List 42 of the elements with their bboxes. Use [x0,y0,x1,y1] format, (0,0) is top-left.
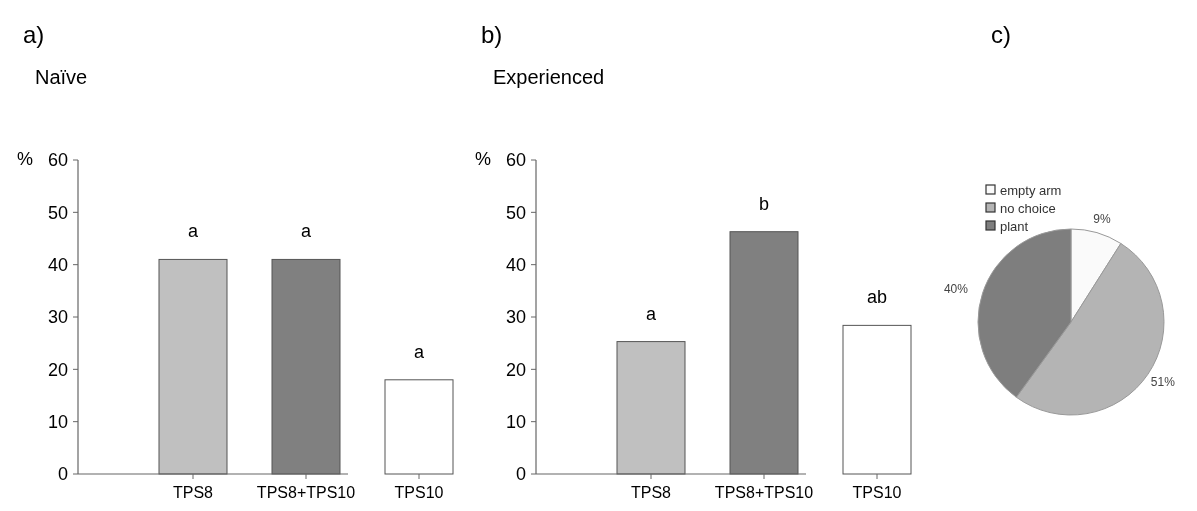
y-tick-label: 40 [505,254,526,275]
chart-title: a) [23,21,45,48]
data-label: 9% [1093,212,1111,227]
x-tick-label: TPS8+TPS10 [256,484,356,501]
annotation: a [645,303,657,324]
x-tick-label: TPS8+TPS10 [714,484,814,501]
y-axis-title: % [474,149,491,169]
slice-label: empty arm [1000,182,1062,198]
bar [729,231,799,475]
legend-label: no choice [1000,200,1056,216]
x-tick-label: TPS10 [852,484,902,501]
y-tick-label: 40 [47,254,68,275]
y-tick-label: 60 [505,150,526,171]
y-axis-title: % [16,149,33,169]
chart-subtitle: Naïve [35,66,88,88]
chart-subtitle: Experienced [493,66,605,88]
y-tick-label: 20 [47,359,68,380]
bar [842,324,912,475]
x-tick-label: TPS8 [630,484,672,501]
y-tick-label: 30 [47,307,68,328]
annotation: b [758,193,770,214]
data-label: 40% [943,282,969,297]
y-tick-label: 20 [505,359,526,380]
x-tick-label: TPS8 [172,484,214,501]
legend-label: plant [1000,218,1029,234]
annotation: a [413,341,425,362]
annotation: a [300,221,312,242]
y-tick-label: 50 [505,202,526,223]
y-tick-label: 10 [505,411,526,432]
y-tick-label: 50 [47,202,68,223]
annotation: a [187,221,199,242]
chart-title: c) [991,21,1011,48]
y-tick-label: 60 [47,150,68,171]
x-tick-label: TPS10 [394,484,444,501]
y-tick-label: 0 [515,464,526,485]
data-label: 51% [1150,375,1176,390]
y-tick-label: 10 [47,411,68,432]
bar [616,341,686,475]
chart-title: b) [481,21,503,48]
y-tick-label: 0 [57,464,68,485]
annotation: ab [866,287,888,308]
y-tick-label: 30 [505,307,526,328]
